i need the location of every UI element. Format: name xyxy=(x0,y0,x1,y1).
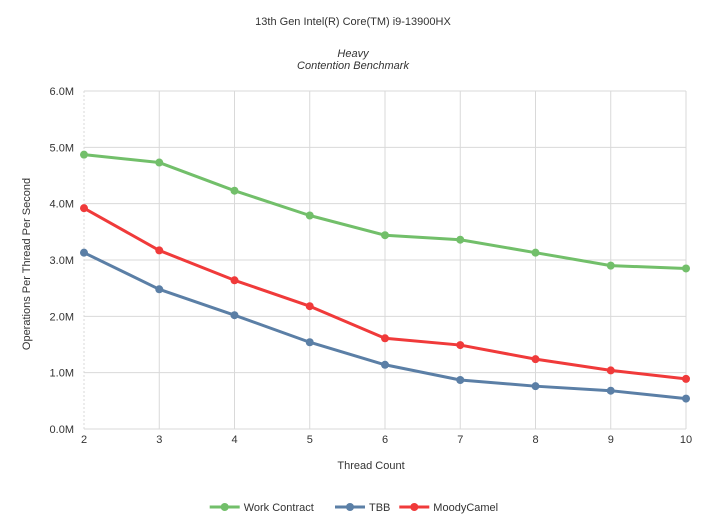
data-point xyxy=(80,204,88,213)
x-tick-label: 7 xyxy=(457,434,463,446)
x-tick-label: 4 xyxy=(231,434,237,446)
x-tick-label: 2 xyxy=(81,434,87,446)
legend-label: MoodyCamel xyxy=(433,502,498,514)
data-point xyxy=(606,386,615,395)
data-point xyxy=(456,341,465,350)
legend-swatch-marker xyxy=(346,503,354,511)
data-point xyxy=(381,231,389,240)
data-point xyxy=(305,338,314,347)
legend-swatch-marker xyxy=(410,503,419,511)
y-tick-label: 4.0M xyxy=(50,199,74,211)
y-tick-label: 5.0M xyxy=(50,142,74,154)
legend-item: TBB xyxy=(335,502,390,514)
data-point xyxy=(230,276,239,285)
data-point xyxy=(381,360,389,369)
chart-subtitle-line2: Contention Benchmark xyxy=(297,60,409,72)
data-point xyxy=(682,374,690,383)
x-tick-label: 5 xyxy=(307,434,313,446)
series-work-contract xyxy=(80,150,690,273)
y-tick-label: 2.0M xyxy=(50,311,74,323)
data-point xyxy=(606,366,615,375)
x-axis-label: Thread Count xyxy=(337,460,404,472)
data-point xyxy=(80,150,88,159)
gridlines xyxy=(83,90,687,430)
data-point xyxy=(305,302,314,311)
series-group xyxy=(80,150,690,403)
data-point xyxy=(682,264,690,273)
data-point xyxy=(155,285,164,294)
legend-swatch-marker xyxy=(220,503,229,511)
data-point xyxy=(305,211,314,220)
legend-item: Work Contract xyxy=(209,502,314,514)
data-point xyxy=(230,311,239,320)
data-point xyxy=(456,375,465,384)
data-point xyxy=(682,394,690,403)
legend: Work Contract TBB MoodyCamel xyxy=(209,502,498,514)
legend-label: TBB xyxy=(369,502,390,514)
x-tick-label: 10 xyxy=(680,434,692,446)
x-tick-label: 6 xyxy=(382,434,388,446)
data-point xyxy=(456,235,465,244)
legend-item: MoodyCamel xyxy=(399,502,498,514)
data-point xyxy=(80,248,88,257)
data-point xyxy=(155,246,164,255)
series-moodycamel xyxy=(80,204,690,383)
y-axis-label: Operations Per Thread Per Second xyxy=(21,178,33,350)
data-point xyxy=(230,186,239,195)
y-tick-label: 0.0M xyxy=(50,424,74,436)
y-axis-tick-labels: 0.0M 1.0M 2.0M 3.0M 4.0M 5.0M 6.0M xyxy=(50,86,74,436)
series-tbb xyxy=(80,248,690,403)
data-point xyxy=(531,382,540,391)
y-tick-label: 3.0M xyxy=(50,255,74,267)
chart-title: 13th Gen Intel(R) Core(TM) i9-13900HX xyxy=(255,16,451,28)
data-point xyxy=(606,261,615,270)
x-tick-label: 8 xyxy=(532,434,538,446)
data-point xyxy=(531,355,540,364)
x-tick-label: 3 xyxy=(156,434,162,446)
data-point xyxy=(381,334,389,343)
legend-label: Work Contract xyxy=(244,502,314,514)
y-tick-label: 1.0M xyxy=(50,368,74,380)
x-axis-tick-labels: 2 3 4 5 6 7 8 9 10 xyxy=(81,434,692,446)
data-point xyxy=(155,158,164,167)
chart-subtitle-line1: Heavy xyxy=(337,48,370,60)
y-tick-label: 6.0M xyxy=(50,86,74,98)
x-tick-label: 9 xyxy=(608,434,614,446)
data-point xyxy=(531,248,540,257)
